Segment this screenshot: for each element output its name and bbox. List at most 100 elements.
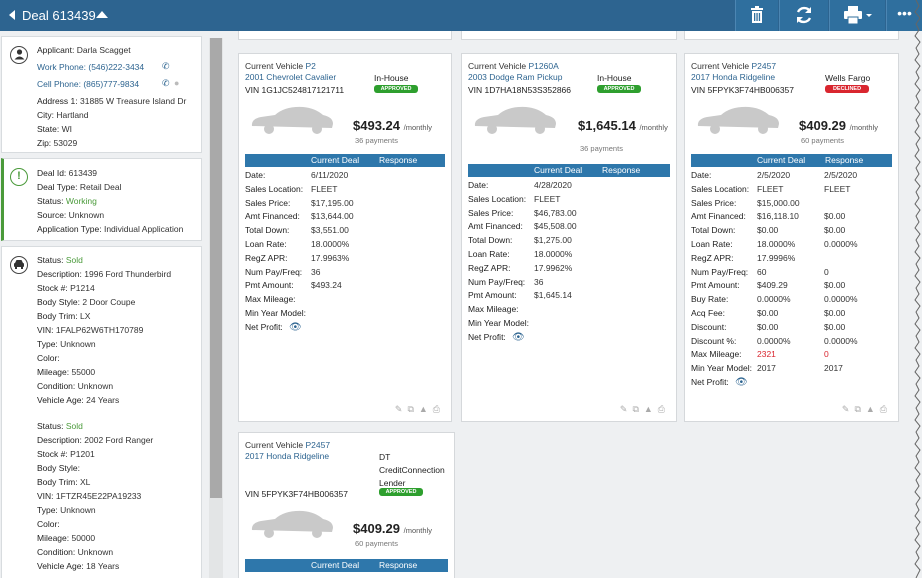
- chat-icon[interactable]: ●: [174, 78, 180, 88]
- deal-row: Buy Rate: 0.0000% 0.0000%: [691, 294, 858, 305]
- deal-row: Discount %: 0.0000% 0.0000%: [691, 335, 858, 346]
- deal-row: Max Mileage: 2321 0: [691, 349, 829, 360]
- deal-info-card: ! Deal Id: 613439 Deal Type: Retail Deal…: [1, 158, 202, 241]
- vehicle-mileage: Mileage: 50000: [37, 533, 96, 543]
- vehicle-link[interactable]: 2001 Chevrolet Cavalier: [245, 72, 337, 82]
- deal-row: Amt Financed: $13,644.00: [245, 211, 354, 222]
- more-options-icon[interactable]: •••: [886, 0, 922, 31]
- thumbs-up-icon[interactable]: ▲: [418, 404, 433, 414]
- print-icon[interactable]: ⎙: [432, 404, 445, 414]
- print-icon[interactable]: ⎙: [879, 404, 892, 414]
- delete-button[interactable]: [735, 0, 778, 31]
- status-badge: DECLINED: [825, 85, 869, 93]
- deal-row: Date: 4/28/2020: [468, 180, 572, 190]
- refresh-button[interactable]: [779, 0, 828, 31]
- sidebar-scrollbar[interactable]: [209, 38, 223, 578]
- vehicle-color: Color:: [37, 353, 60, 363]
- card-actions: ✎⧉▲⎙: [842, 404, 892, 415]
- payment-count: 60 payments: [355, 539, 398, 548]
- deal-row: Max Mileage:: [245, 294, 296, 305]
- deal-row: Sales Price: $15,000.00: [691, 197, 800, 208]
- deal-row: Acq Fee: $0.00 $0.00: [691, 308, 846, 318]
- deal-row: Max Mileage:: [468, 304, 519, 315]
- vehicle-style: Body Style:: [37, 463, 80, 473]
- car-silhouette-icon: [251, 106, 333, 134]
- status-badge: APPROVED: [379, 488, 423, 496]
- work-phone[interactable]: Work Phone: (546)222-3434: [37, 62, 145, 72]
- vehicle-condition: Condition: Unknown: [37, 547, 114, 557]
- deal-row: Loan Rate: 18.0000%: [468, 249, 573, 259]
- card-stub: [238, 31, 452, 40]
- vehicle-mileage: Mileage: 55000: [37, 367, 96, 377]
- thumbs-up-icon[interactable]: ▲: [643, 404, 658, 414]
- edit-icon[interactable]: ✎: [619, 404, 633, 414]
- deal-table-header: Current Deal Response: [245, 154, 445, 167]
- applicant-name: Applicant: Darla Scagget: [37, 45, 131, 55]
- eye-icon[interactable]: 👁: [512, 331, 525, 343]
- vehicle-status: Status: Sold: [37, 255, 83, 265]
- phone-icon[interactable]: ✆: [162, 61, 170, 71]
- deal-row: Date: 6/11/2020: [245, 170, 349, 180]
- deal-row: Pmt Amount: $1,645.14: [468, 290, 572, 301]
- copy-icon[interactable]: ⧉: [854, 404, 866, 414]
- vehicle-link[interactable]: 2017 Honda Ridgeline: [691, 72, 776, 82]
- vehicle-age: Vehicle Age: 18 Years: [37, 561, 120, 571]
- deal-row: Min Year Model:: [245, 308, 306, 318]
- vehicle-link[interactable]: 2017 Honda Ridgeline: [245, 451, 330, 461]
- vehicle-vin: VIN 5FPYK3F74HB006357: [691, 85, 795, 95]
- deal-table-header: Current Deal Response: [245, 559, 448, 572]
- zip: Zip: 53029: [37, 138, 78, 148]
- current-vehicle-label: Current Vehicle P1260A: [468, 61, 559, 71]
- vehicle-color: Color:: [37, 519, 60, 529]
- deal-row: Pmt Amount: $409.29 $0.00: [691, 280, 846, 291]
- lender-name: In-House: [597, 73, 632, 83]
- vehicle-link[interactable]: 2003 Dodge Ram Pickup: [468, 72, 563, 82]
- vehicle-trim: Body Trim: XL: [37, 477, 91, 487]
- eye-icon[interactable]: 👁: [735, 377, 748, 388]
- state: State: WI: [37, 124, 72, 134]
- torn-edge: [914, 0, 921, 578]
- eye-icon[interactable]: 👁: [289, 321, 302, 333]
- vehicle-condition: Condition: Unknown: [37, 381, 114, 391]
- card-actions: ✎⧉▲⎙: [620, 404, 670, 415]
- vehicle-age: Vehicle Age: 24 Years: [37, 395, 120, 405]
- cell-phone[interactable]: Cell Phone: (865)777-9834: [37, 79, 140, 89]
- vehicle-stock: Stock #: P1201: [37, 449, 95, 459]
- print-menu-button[interactable]: [829, 0, 885, 31]
- deal-row: Total Down: $1,275.00: [468, 235, 572, 246]
- deal-status: Status: Working: [37, 196, 97, 206]
- deal-type: Deal Type: Retail Deal: [37, 182, 122, 192]
- deal-row: Amt Financed: $45,508.00: [468, 221, 577, 232]
- thumbs-up-icon[interactable]: ▲: [865, 404, 880, 414]
- deal-row: Num Pay/Freq: 36: [468, 276, 544, 287]
- alert-icon: !: [10, 168, 28, 186]
- deal-row: Net Profit: 👁: [245, 321, 302, 333]
- back-arrow-icon[interactable]: [9, 10, 15, 20]
- printer-icon: [843, 6, 872, 25]
- monthly-payment: $1,645.14 /monthly: [578, 118, 668, 133]
- vehicle-vin: VIN 1D7HA18N53S352866: [468, 85, 572, 95]
- copy-icon[interactable]: ⧉: [632, 404, 644, 414]
- deal-row: Min Year Model:: [468, 318, 529, 328]
- vehicle-status: Status: Sold: [37, 421, 83, 431]
- deal-row: Sales Price: $46,783.00: [468, 207, 577, 218]
- collapse-caret-icon[interactable]: [96, 11, 108, 18]
- phone-icon[interactable]: ✆: [162, 78, 170, 88]
- copy-icon[interactable]: ⧉: [407, 404, 419, 414]
- address: Address 1: 31885 W Treasure Island Dr: [37, 96, 187, 106]
- vehicle-type: Type: Unknown: [37, 339, 96, 349]
- trash-icon: [751, 6, 763, 23]
- deal-card: Current Vehicle P2457 2017 Honda Ridgelin…: [684, 53, 899, 422]
- edit-icon[interactable]: ✎: [841, 404, 855, 414]
- print-icon[interactable]: ⎙: [657, 404, 670, 414]
- vehicle-vin: VIN: 1FALP62W6TH170789: [37, 325, 144, 335]
- scroll-thumb[interactable]: [210, 38, 222, 498]
- deals-grid: Current Vehicle P2 2001 Chevrolet Cavalie…: [232, 31, 912, 578]
- deal-row: Net Profit: 👁: [691, 377, 748, 388]
- vehicle-type: Type: Unknown: [37, 505, 96, 515]
- edit-icon[interactable]: ✎: [394, 404, 408, 414]
- payment-count: 60 payments: [801, 136, 844, 145]
- deal-row: Sales Price: $17,195.00: [245, 197, 354, 208]
- deal-table-header: Current Deal Response: [468, 164, 670, 177]
- top-bar: Deal 613439 •••: [0, 0, 922, 31]
